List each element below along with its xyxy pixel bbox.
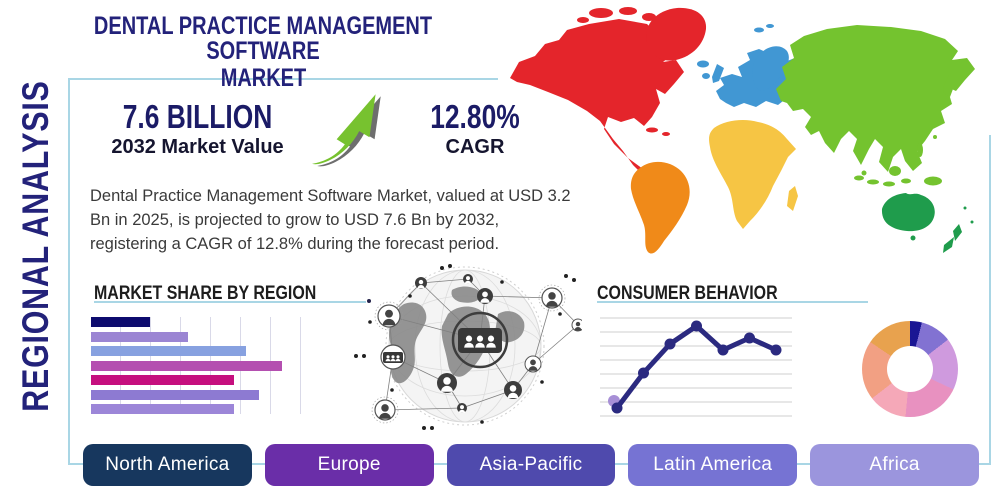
region-africa bbox=[709, 120, 798, 229]
consumer-behavior-heading: CONSUMER BEHAVIOR bbox=[597, 283, 778, 304]
region-button-africa[interactable]: Africa bbox=[810, 444, 979, 486]
page-title-line1: DENTAL PRACTICE MANAGEMENT SOFTWARE bbox=[93, 12, 433, 65]
market-share-bar-4 bbox=[91, 375, 234, 385]
sidebar-vertical-label: REGIONAL ANALYSIS bbox=[15, 80, 56, 412]
region-asia bbox=[776, 25, 975, 187]
consumer-behavior-underline bbox=[597, 301, 868, 303]
person-nodes-light bbox=[371, 284, 582, 424]
market-share-bar-0 bbox=[91, 317, 150, 327]
consumer-behavior-line-chart bbox=[600, 317, 792, 417]
description-line: Bn in 2025, is projected to grow to USD … bbox=[90, 211, 500, 229]
market-value-number: 7.6 BILLION bbox=[122, 98, 273, 135]
region-buttons: North America Europe Asia-Pacific Latin Ame… bbox=[83, 444, 979, 486]
region-button-europe[interactable]: Europe bbox=[264, 444, 434, 486]
market-share-bar-5 bbox=[91, 389, 259, 400]
region-button-north-america[interactable]: North America bbox=[83, 444, 252, 486]
group-node-ring bbox=[451, 311, 509, 369]
market-share-bars bbox=[91, 317, 301, 414]
growth-arrow-icon bbox=[312, 94, 381, 167]
frame-left bbox=[68, 78, 70, 465]
page-title-line2: MARKET bbox=[220, 64, 306, 92]
cagr-stat: 12.80% CAGR bbox=[400, 100, 550, 159]
market-description: Dental Practice Management Software Mark… bbox=[90, 184, 571, 256]
region-north-america bbox=[510, 7, 707, 191]
network-dots bbox=[354, 264, 576, 430]
market-value-stat: 7.6 BILLION 2032 Market Value bbox=[85, 100, 310, 159]
region-button-latin-america[interactable]: Latin America bbox=[628, 444, 798, 486]
cagr-label: CAGR bbox=[445, 136, 505, 158]
market-share-heading: MARKET SHARE BY REGION bbox=[94, 283, 317, 304]
region-south-america bbox=[630, 161, 690, 254]
frame-top bbox=[68, 78, 498, 80]
world-map bbox=[510, 7, 975, 254]
market-share-bar-1 bbox=[91, 331, 188, 342]
description-line: registering a CAGR of 12.8% during the f… bbox=[90, 235, 500, 253]
market-value-label: 2032 Market Value bbox=[111, 136, 284, 158]
donut-chart bbox=[862, 321, 958, 417]
frame-right bbox=[989, 135, 991, 465]
region-button-asia-pacific[interactable]: Asia-Pacific bbox=[446, 444, 616, 486]
person-nodes-dark bbox=[415, 274, 522, 413]
region-australia bbox=[881, 193, 974, 253]
description-line: Dental Practice Management Software Mark… bbox=[90, 187, 571, 205]
market-share-underline bbox=[94, 301, 366, 303]
market-share-underline-dot bbox=[367, 299, 371, 303]
market-share-bar-3 bbox=[91, 360, 283, 371]
cagr-number: 12.80% bbox=[430, 98, 520, 135]
page-title: DENTAL PRACTICE MANAGEMENT SOFTWARE MARK… bbox=[48, 14, 478, 91]
donut-hole bbox=[887, 346, 933, 392]
globe-network-illustration bbox=[354, 264, 582, 430]
market-share-bar-2 bbox=[91, 346, 247, 356]
market-share-bar-6 bbox=[91, 404, 234, 414]
